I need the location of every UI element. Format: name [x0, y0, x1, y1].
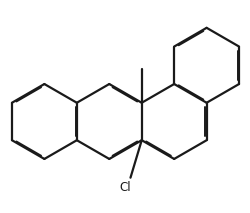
Text: Cl: Cl: [118, 181, 130, 194]
